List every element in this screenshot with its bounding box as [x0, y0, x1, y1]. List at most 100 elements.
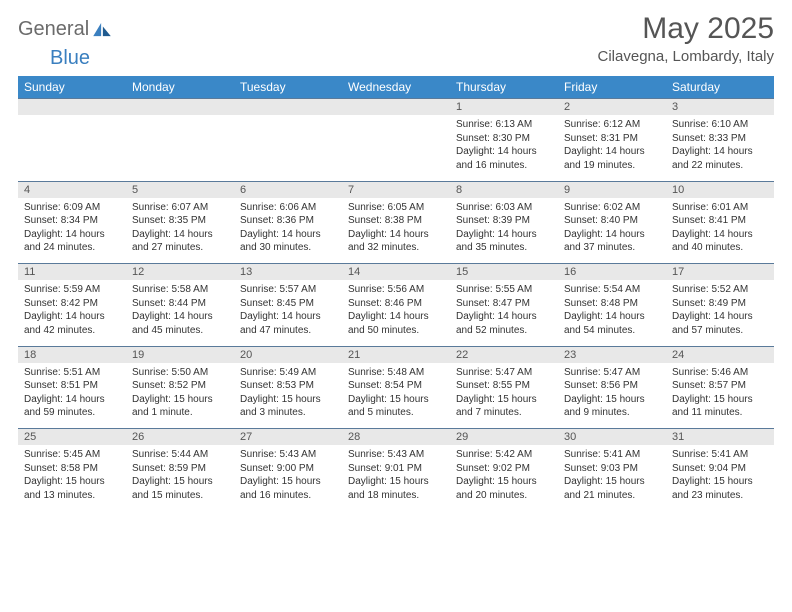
day-number-row: 25262728293031	[18, 429, 774, 446]
day-number: 18	[18, 346, 126, 363]
daylight-line: Daylight: 15 hours and 9 minutes.	[564, 393, 660, 420]
day-cell: Sunrise: 5:55 AMSunset: 8:47 PMDaylight:…	[450, 280, 558, 346]
sunrise-line: Sunrise: 5:43 AM	[240, 448, 336, 462]
day-number: 9	[558, 181, 666, 198]
weekday-header: Wednesday	[342, 76, 450, 99]
day-cell: Sunrise: 5:58 AMSunset: 8:44 PMDaylight:…	[126, 280, 234, 346]
sunrise-line: Sunrise: 6:01 AM	[672, 201, 768, 215]
daylight-line: Daylight: 15 hours and 1 minute.	[132, 393, 228, 420]
sunrise-line: Sunrise: 5:45 AM	[24, 448, 120, 462]
sunset-line: Sunset: 8:49 PM	[672, 297, 768, 311]
calendar-table: SundayMondayTuesdayWednesdayThursdayFrid…	[18, 76, 774, 511]
daylight-line: Daylight: 15 hours and 3 minutes.	[240, 393, 336, 420]
daylight-line: Daylight: 15 hours and 5 minutes.	[348, 393, 444, 420]
sunset-line: Sunset: 8:57 PM	[672, 379, 768, 393]
daylight-line: Daylight: 14 hours and 19 minutes.	[564, 145, 660, 172]
sunset-line: Sunset: 8:55 PM	[456, 379, 552, 393]
day-cell	[342, 115, 450, 181]
day-number	[18, 99, 126, 116]
weekday-header: Thursday	[450, 76, 558, 99]
day-number: 7	[342, 181, 450, 198]
daylight-line: Daylight: 14 hours and 40 minutes.	[672, 228, 768, 255]
day-cell: Sunrise: 6:07 AMSunset: 8:35 PMDaylight:…	[126, 198, 234, 264]
daylight-line: Daylight: 15 hours and 20 minutes.	[456, 475, 552, 502]
day-cell: Sunrise: 5:52 AMSunset: 8:49 PMDaylight:…	[666, 280, 774, 346]
day-cell: Sunrise: 5:46 AMSunset: 8:57 PMDaylight:…	[666, 363, 774, 429]
day-number: 10	[666, 181, 774, 198]
day-number: 2	[558, 99, 666, 116]
sunrise-line: Sunrise: 5:43 AM	[348, 448, 444, 462]
sunrise-line: Sunrise: 5:55 AM	[456, 283, 552, 297]
day-number: 5	[126, 181, 234, 198]
day-number: 13	[234, 264, 342, 281]
sunrise-line: Sunrise: 6:10 AM	[672, 118, 768, 132]
sunset-line: Sunset: 8:51 PM	[24, 379, 120, 393]
day-number: 20	[234, 346, 342, 363]
sunset-line: Sunset: 9:01 PM	[348, 462, 444, 476]
day-number: 26	[126, 429, 234, 446]
sunrise-line: Sunrise: 5:47 AM	[456, 366, 552, 380]
day-cell: Sunrise: 5:56 AMSunset: 8:46 PMDaylight:…	[342, 280, 450, 346]
day-cell: Sunrise: 5:49 AMSunset: 8:53 PMDaylight:…	[234, 363, 342, 429]
day-cell: Sunrise: 5:42 AMSunset: 9:02 PMDaylight:…	[450, 445, 558, 511]
sunrise-line: Sunrise: 5:51 AM	[24, 366, 120, 380]
sunset-line: Sunset: 8:35 PM	[132, 214, 228, 228]
logo-text-general: General	[18, 18, 89, 41]
weekday-header: Sunday	[18, 76, 126, 99]
day-cell: Sunrise: 5:43 AMSunset: 9:01 PMDaylight:…	[342, 445, 450, 511]
day-number: 11	[18, 264, 126, 281]
day-number: 15	[450, 264, 558, 281]
sunset-line: Sunset: 8:53 PM	[240, 379, 336, 393]
day-cell: Sunrise: 5:41 AMSunset: 9:04 PMDaylight:…	[666, 445, 774, 511]
sunset-line: Sunset: 8:31 PM	[564, 132, 660, 146]
day-cell: Sunrise: 5:57 AMSunset: 8:45 PMDaylight:…	[234, 280, 342, 346]
day-number: 17	[666, 264, 774, 281]
sunset-line: Sunset: 8:41 PM	[672, 214, 768, 228]
sunset-line: Sunset: 8:36 PM	[240, 214, 336, 228]
day-number	[234, 99, 342, 116]
day-cell: Sunrise: 5:47 AMSunset: 8:56 PMDaylight:…	[558, 363, 666, 429]
day-number: 16	[558, 264, 666, 281]
day-cell: Sunrise: 5:54 AMSunset: 8:48 PMDaylight:…	[558, 280, 666, 346]
day-cell: Sunrise: 5:44 AMSunset: 8:59 PMDaylight:…	[126, 445, 234, 511]
day-cell: Sunrise: 6:12 AMSunset: 8:31 PMDaylight:…	[558, 115, 666, 181]
weekday-header: Friday	[558, 76, 666, 99]
sunset-line: Sunset: 8:54 PM	[348, 379, 444, 393]
day-cell: Sunrise: 5:51 AMSunset: 8:51 PMDaylight:…	[18, 363, 126, 429]
daylight-line: Daylight: 14 hours and 16 minutes.	[456, 145, 552, 172]
sunrise-line: Sunrise: 5:58 AM	[132, 283, 228, 297]
weekday-header: Saturday	[666, 76, 774, 99]
sunset-line: Sunset: 8:52 PM	[132, 379, 228, 393]
sunrise-line: Sunrise: 6:03 AM	[456, 201, 552, 215]
daylight-line: Daylight: 15 hours and 21 minutes.	[564, 475, 660, 502]
day-number: 14	[342, 264, 450, 281]
sunrise-line: Sunrise: 5:49 AM	[240, 366, 336, 380]
daylight-line: Daylight: 14 hours and 42 minutes.	[24, 310, 120, 337]
day-data-row: Sunrise: 6:09 AMSunset: 8:34 PMDaylight:…	[18, 198, 774, 264]
day-number: 8	[450, 181, 558, 198]
day-number	[342, 99, 450, 116]
day-number: 29	[450, 429, 558, 446]
sunrise-line: Sunrise: 6:09 AM	[24, 201, 120, 215]
day-cell: Sunrise: 6:02 AMSunset: 8:40 PMDaylight:…	[558, 198, 666, 264]
day-cell: Sunrise: 6:05 AMSunset: 8:38 PMDaylight:…	[342, 198, 450, 264]
sunset-line: Sunset: 9:02 PM	[456, 462, 552, 476]
daylight-line: Daylight: 14 hours and 52 minutes.	[456, 310, 552, 337]
sunrise-line: Sunrise: 5:50 AM	[132, 366, 228, 380]
sunrise-line: Sunrise: 6:12 AM	[564, 118, 660, 132]
sunrise-line: Sunrise: 5:59 AM	[24, 283, 120, 297]
daylight-line: Daylight: 14 hours and 37 minutes.	[564, 228, 660, 255]
sunset-line: Sunset: 9:00 PM	[240, 462, 336, 476]
day-cell: Sunrise: 5:43 AMSunset: 9:00 PMDaylight:…	[234, 445, 342, 511]
daylight-line: Daylight: 15 hours and 23 minutes.	[672, 475, 768, 502]
day-number: 21	[342, 346, 450, 363]
day-cell: Sunrise: 6:09 AMSunset: 8:34 PMDaylight:…	[18, 198, 126, 264]
sunrise-line: Sunrise: 6:05 AM	[348, 201, 444, 215]
sunset-line: Sunset: 8:47 PM	[456, 297, 552, 311]
sunrise-line: Sunrise: 5:48 AM	[348, 366, 444, 380]
daylight-line: Daylight: 14 hours and 50 minutes.	[348, 310, 444, 337]
sunrise-line: Sunrise: 5:47 AM	[564, 366, 660, 380]
logo-sail-icon	[93, 23, 111, 37]
daylight-line: Daylight: 14 hours and 54 minutes.	[564, 310, 660, 337]
daylight-line: Daylight: 14 hours and 24 minutes.	[24, 228, 120, 255]
